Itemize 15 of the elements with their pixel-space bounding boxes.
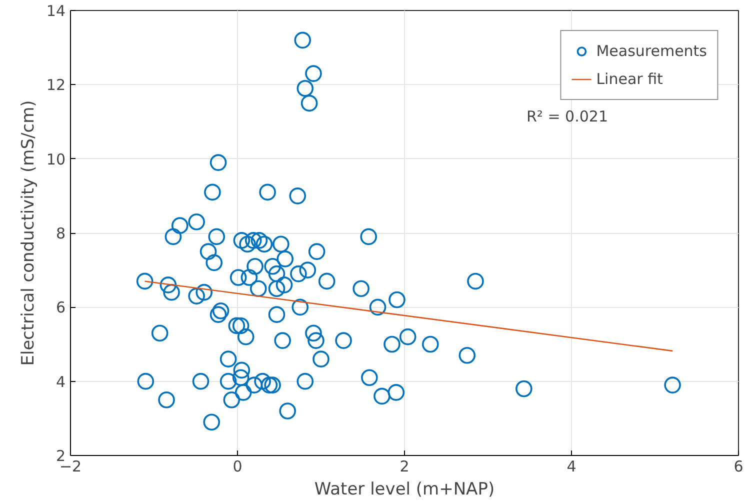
y-tick-label: 12 (46, 76, 66, 94)
y-tick-label: 14 (46, 2, 66, 20)
y-tick-label: 10 (46, 150, 66, 168)
x-axis-title: Water level (m+NAP) (314, 480, 495, 500)
y-tick-label: 8 (56, 224, 66, 242)
legend-label: Measurements (596, 42, 707, 60)
x-tick-label: 0 (232, 458, 242, 476)
annotation: R² = 0.021 (526, 108, 608, 126)
y-tick-label: 6 (56, 298, 66, 317)
y-axis-title: Electrical conductivity (mS/cm) (18, 100, 38, 366)
legend-label: Linear fit (596, 70, 663, 88)
x-tick-label: 6 (734, 458, 744, 476)
x-tick-label: 2 (400, 458, 410, 476)
x-tick-label: 4 (566, 458, 576, 476)
y-tick-label: 4 (56, 372, 66, 391)
